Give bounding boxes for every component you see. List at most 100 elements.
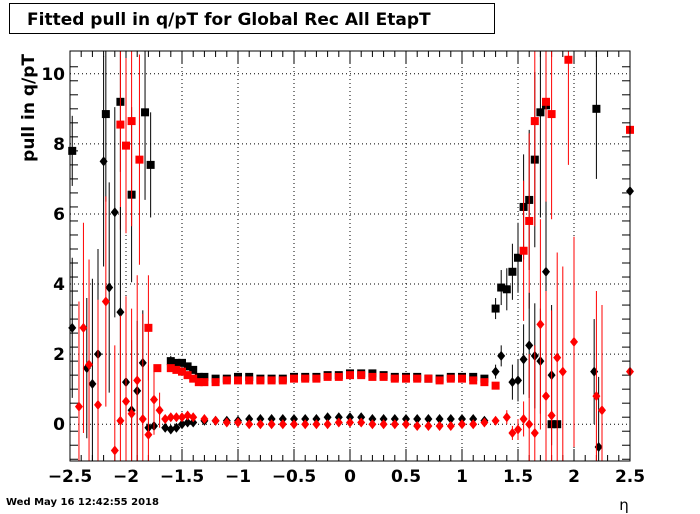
x-tick-label: −2.5 [48,467,92,487]
data-point-diamond [222,417,231,428]
data-point-square [153,364,162,373]
data-point-square [222,376,231,385]
data-point-diamond [79,322,88,333]
data-point-diamond [189,417,198,428]
data-point-square [256,376,265,385]
data-point-diamond [312,413,321,424]
data-point-square [301,374,310,383]
data-point-diamond [127,408,136,419]
data-point-diamond [178,412,186,423]
data-point-square [334,372,343,381]
data-point-diamond [245,413,254,424]
data-point-diamond [166,424,175,435]
timestamp: Wed May 16 12:42:55 2018 [6,497,159,508]
data-point-square [135,155,144,164]
data-point-square [189,374,198,383]
chart-title: Fitted pull in q/pT for Global Rec All E… [27,10,431,30]
data-point-diamond [290,419,298,430]
data-point-square [542,97,550,106]
data-point-diamond [166,412,175,423]
data-point-diamond [346,417,354,428]
data-point-diamond [150,394,158,405]
data-point-diamond [200,413,209,424]
data-point-square [245,376,254,385]
data-point-diamond [424,420,433,431]
y-tick-label: 2 [53,345,65,365]
data-point-diamond [536,319,545,330]
data-point-square [413,374,422,383]
data-point-diamond [122,396,130,407]
data-point-diamond [558,366,567,377]
x-tick-label: 2 [568,467,580,487]
data-point-diamond [390,413,399,424]
data-point-square [166,364,175,373]
data-point-diamond [74,401,83,412]
data-point-square [68,146,77,155]
data-point-square [189,365,198,374]
data-point-diamond [530,427,539,438]
data-point-diamond [379,419,388,430]
data-point-diamond [368,413,377,424]
data-point-diamond [278,419,287,430]
data-point-diamond [346,412,354,423]
data-point-diamond [245,419,254,430]
data-point-diamond [446,420,455,431]
data-point-diamond [334,417,343,428]
data-point-diamond [116,307,125,318]
x-tick-label: 1 [456,467,468,487]
data-point-square [194,372,203,381]
data-point-diamond [161,413,170,424]
data-point-square [357,371,366,380]
data-point-diamond [390,419,399,430]
data-point-diamond [435,420,444,431]
data-point-square [172,365,181,374]
data-point-square [144,323,153,332]
data-point-square [200,378,209,387]
data-point-square [194,378,203,387]
data-point-diamond [542,266,550,277]
data-point-diamond [172,412,181,423]
data-point-diamond [570,336,578,347]
data-point-diamond [491,366,500,377]
data-point-diamond [497,350,506,361]
data-point-diamond [99,156,108,167]
x-tick-label: −1 [225,467,251,487]
data-point-diamond [110,207,119,218]
data-point-diamond [323,412,332,423]
data-point-square [491,381,500,390]
x-tick-label: −0.5 [272,467,316,487]
data-point-square [592,104,601,113]
data-point-diamond [138,413,147,424]
data-point-diamond [413,420,422,431]
data-point-diamond [234,417,242,428]
x-tick-label: 0.5 [391,467,421,487]
data-point-diamond [301,419,310,430]
data-point-square [547,110,556,119]
data-point-diamond [598,405,606,416]
data-point-diamond [301,413,310,424]
data-point-diamond [491,415,500,426]
data-point-diamond [94,399,102,410]
data-point-diamond [508,377,517,388]
data-point-square [390,374,399,383]
data-point-square [508,267,517,276]
data-point-square [536,108,545,117]
data-point-diamond [357,417,366,428]
data-point-square [278,376,287,385]
y-tick-label: 4 [53,275,65,295]
data-point-diamond [514,424,522,435]
data-point-diamond [155,405,164,416]
data-point-square [368,372,377,381]
data-point-diamond [525,419,534,430]
data-point-diamond [101,296,110,307]
data-point-diamond [379,413,388,424]
data-point-square [183,371,192,380]
data-point-diamond [161,422,170,433]
data-point-square [323,372,332,381]
y-axis-label: pull in q/pT [19,54,39,162]
data-point-diamond [85,359,94,370]
data-point-diamond [435,413,444,424]
data-point-diamond [514,375,522,386]
data-point-diamond [267,413,276,424]
y-tick-label: 10 [41,65,65,85]
